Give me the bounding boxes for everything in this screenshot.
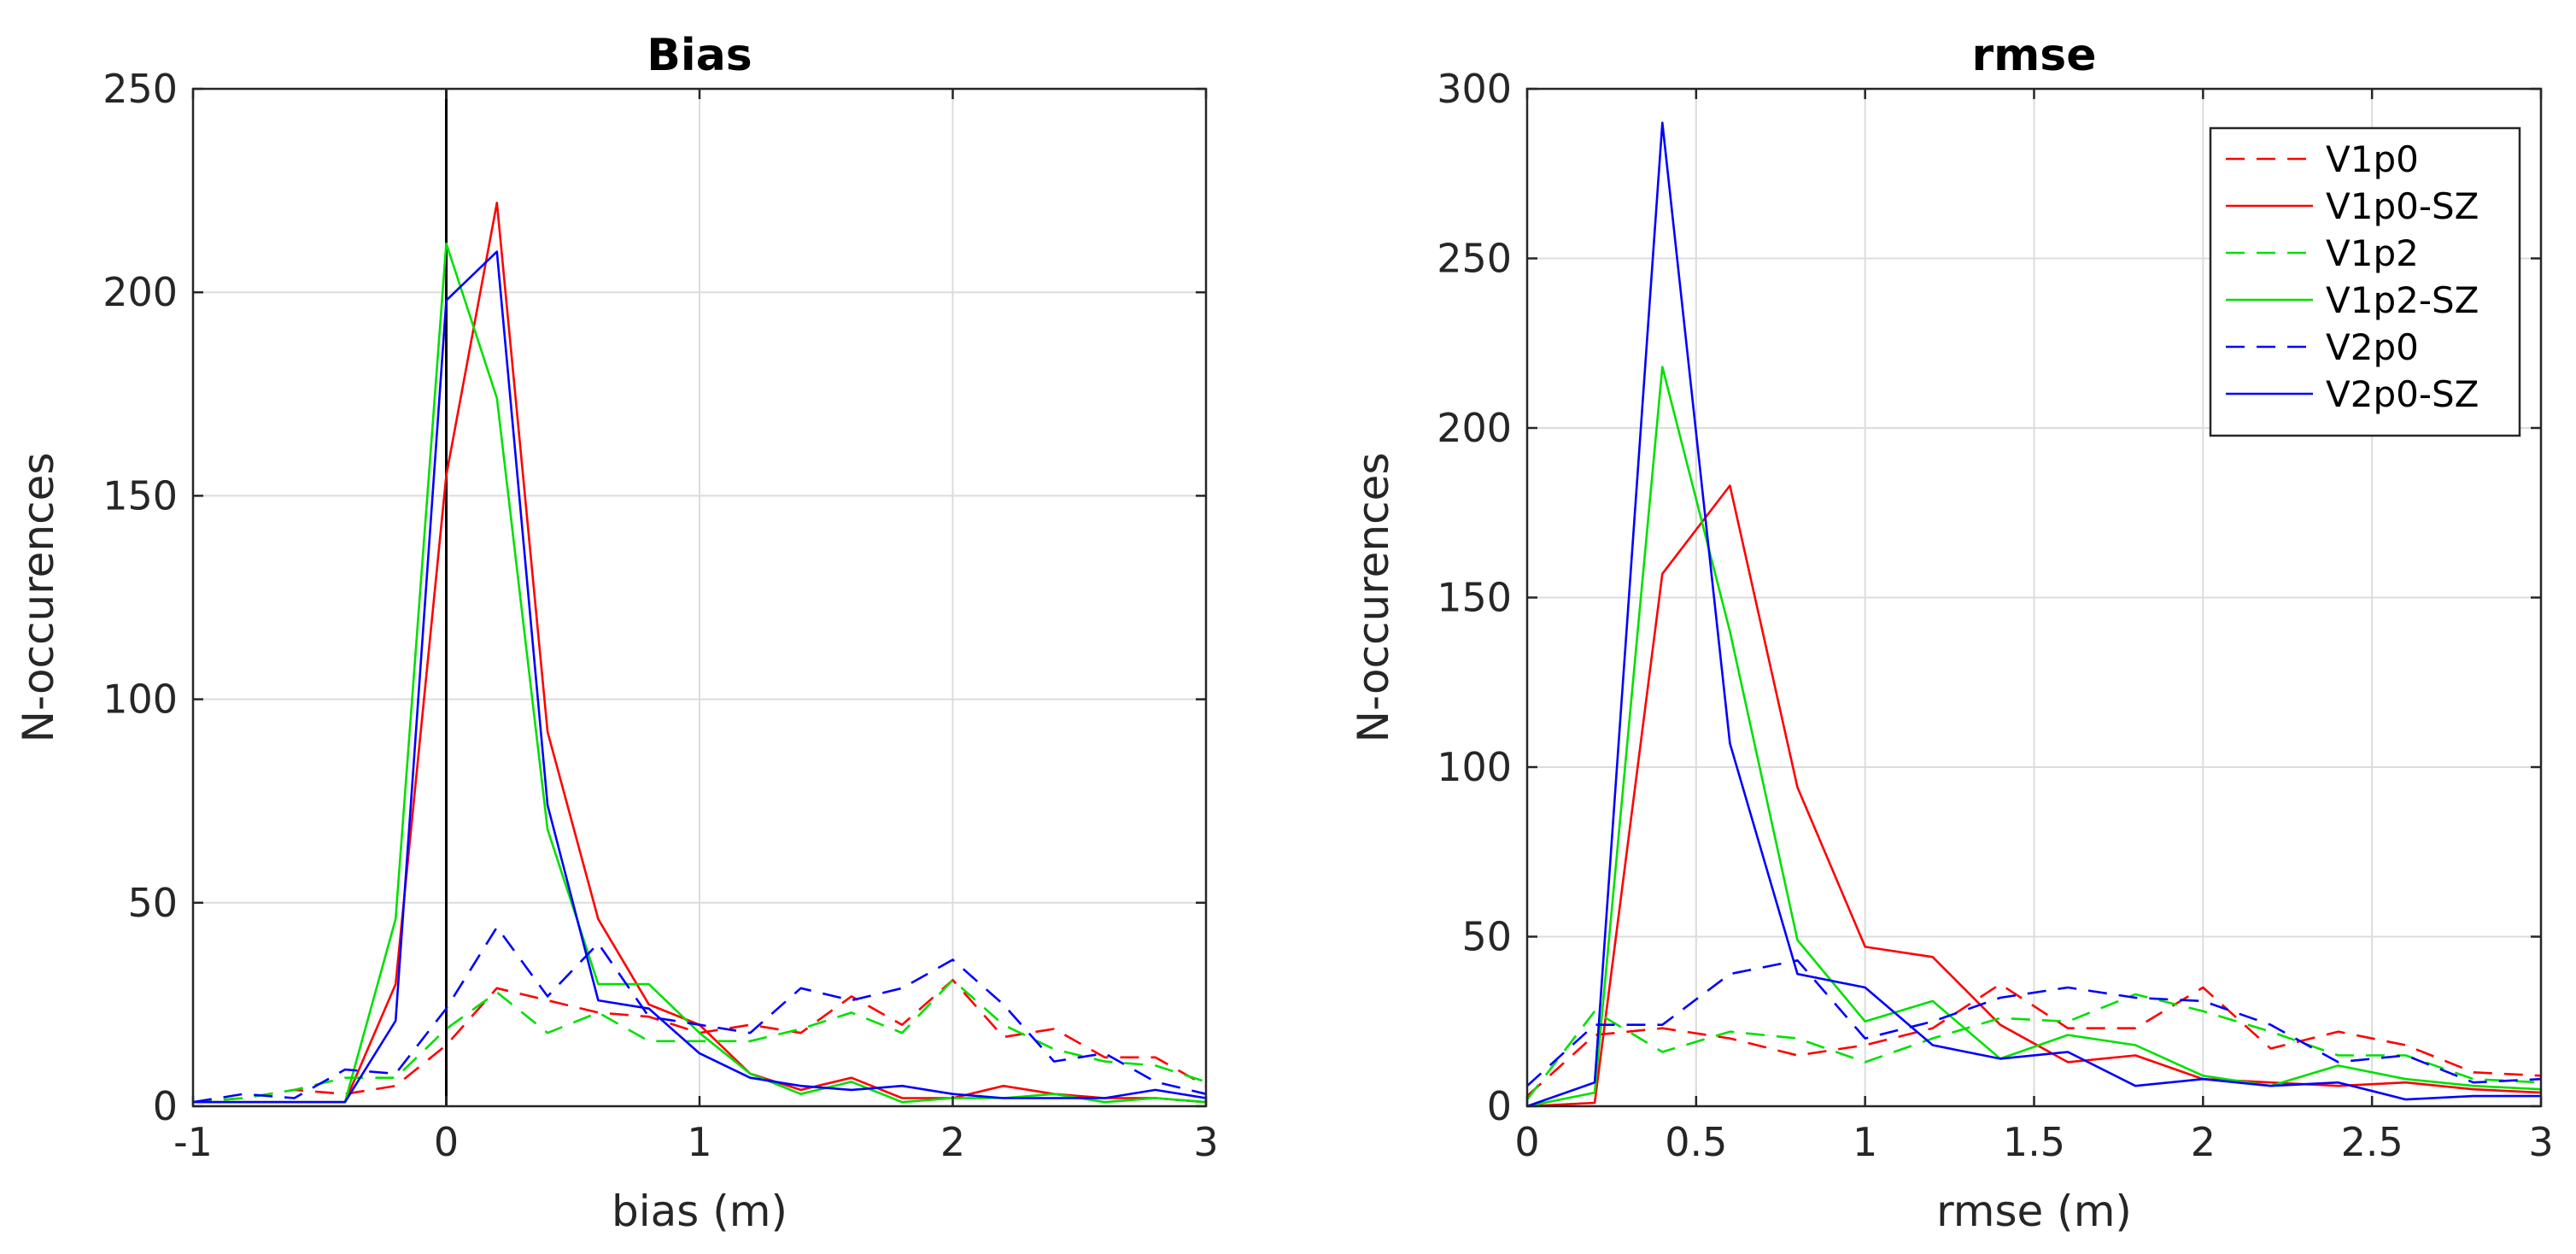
y-tick-label: 0 <box>153 1083 178 1129</box>
legend-label-v1p2-sz: V1p2-SZ <box>2326 279 2479 321</box>
y-axis-label: N-occurences <box>14 453 63 743</box>
rmse-chart: 0 0.5 1 1.5 2 2.5 3 0 50 100 150 200 250 300 rmse rmse … <box>1349 30 2554 1236</box>
x-tick-label: 1 <box>687 1119 711 1165</box>
y-tick-label: 250 <box>1437 236 1512 282</box>
x-axis-label: bias (m) <box>612 1187 787 1236</box>
y-tick-label: 250 <box>102 66 178 112</box>
x-tick-label: 0 <box>1514 1119 1539 1165</box>
legend-box <box>2209 126 2521 437</box>
legend-label-v2p0: V2p0 <box>2326 326 2419 368</box>
x-tick-label: 0 <box>434 1119 459 1165</box>
x-tick-label: 2.5 <box>2341 1119 2403 1165</box>
legend-label-v1p0: V1p0 <box>2326 138 2419 180</box>
x-tick-label: 0.5 <box>1665 1119 1727 1165</box>
legend: V1p0 V1p0-SZ V1p2 V1p2-SZ V2p0 V2p0-SZ <box>2209 126 2521 437</box>
series-line-v1p2-sz <box>1526 366 2542 1108</box>
series-line-v1p2 <box>1525 993 2542 1100</box>
y-tick-label: 50 <box>1461 914 1512 960</box>
series-line-v1p2-sz <box>193 242 1207 1104</box>
y-tick-label: 50 <box>127 880 178 926</box>
legend-label-v2p0-sz: V2p0-SZ <box>2326 373 2479 415</box>
y-tick-label: 0 <box>1487 1083 1512 1129</box>
x-tick-label: 3 <box>2528 1119 2553 1165</box>
x-tick-label: 1 <box>1853 1119 1877 1165</box>
y-tick-label: 300 <box>1437 66 1512 112</box>
y-tick-label: 100 <box>102 677 178 723</box>
y-tick-label: 200 <box>1437 405 1512 451</box>
y-tick-label: 150 <box>102 472 178 519</box>
series-line-v2p0-sz <box>1526 121 2541 1108</box>
y-tick-label: 200 <box>102 269 178 315</box>
chart-title: rmse <box>1971 30 2096 81</box>
x-tick-label: 3 <box>1193 1119 1218 1165</box>
legend-label-v1p0-sz: V1p0-SZ <box>2326 185 2479 227</box>
y-tick-label: 100 <box>1437 744 1512 790</box>
x-tick-label: -1 <box>173 1119 213 1165</box>
x-tick-label: 2 <box>2191 1119 2216 1165</box>
series-line-v2p0 <box>192 926 1207 1104</box>
chart-title: Bias <box>647 30 752 81</box>
y-tick-label: 150 <box>1437 575 1512 621</box>
y-axis-label: N-occurences <box>1349 453 1398 743</box>
x-tick-label: 1.5 <box>2003 1119 2065 1165</box>
series-line-v2p0-sz <box>193 250 1207 1104</box>
x-tick-label: 2 <box>940 1119 965 1165</box>
series-line-v2p0 <box>1526 959 2542 1087</box>
series-line-v1p0 <box>1526 982 2542 1098</box>
x-axis-label: rmse (m) <box>1936 1187 2132 1236</box>
series-line-v1p0-sz <box>1526 484 2542 1108</box>
legend-label-v1p2: V1p2 <box>2326 232 2419 274</box>
